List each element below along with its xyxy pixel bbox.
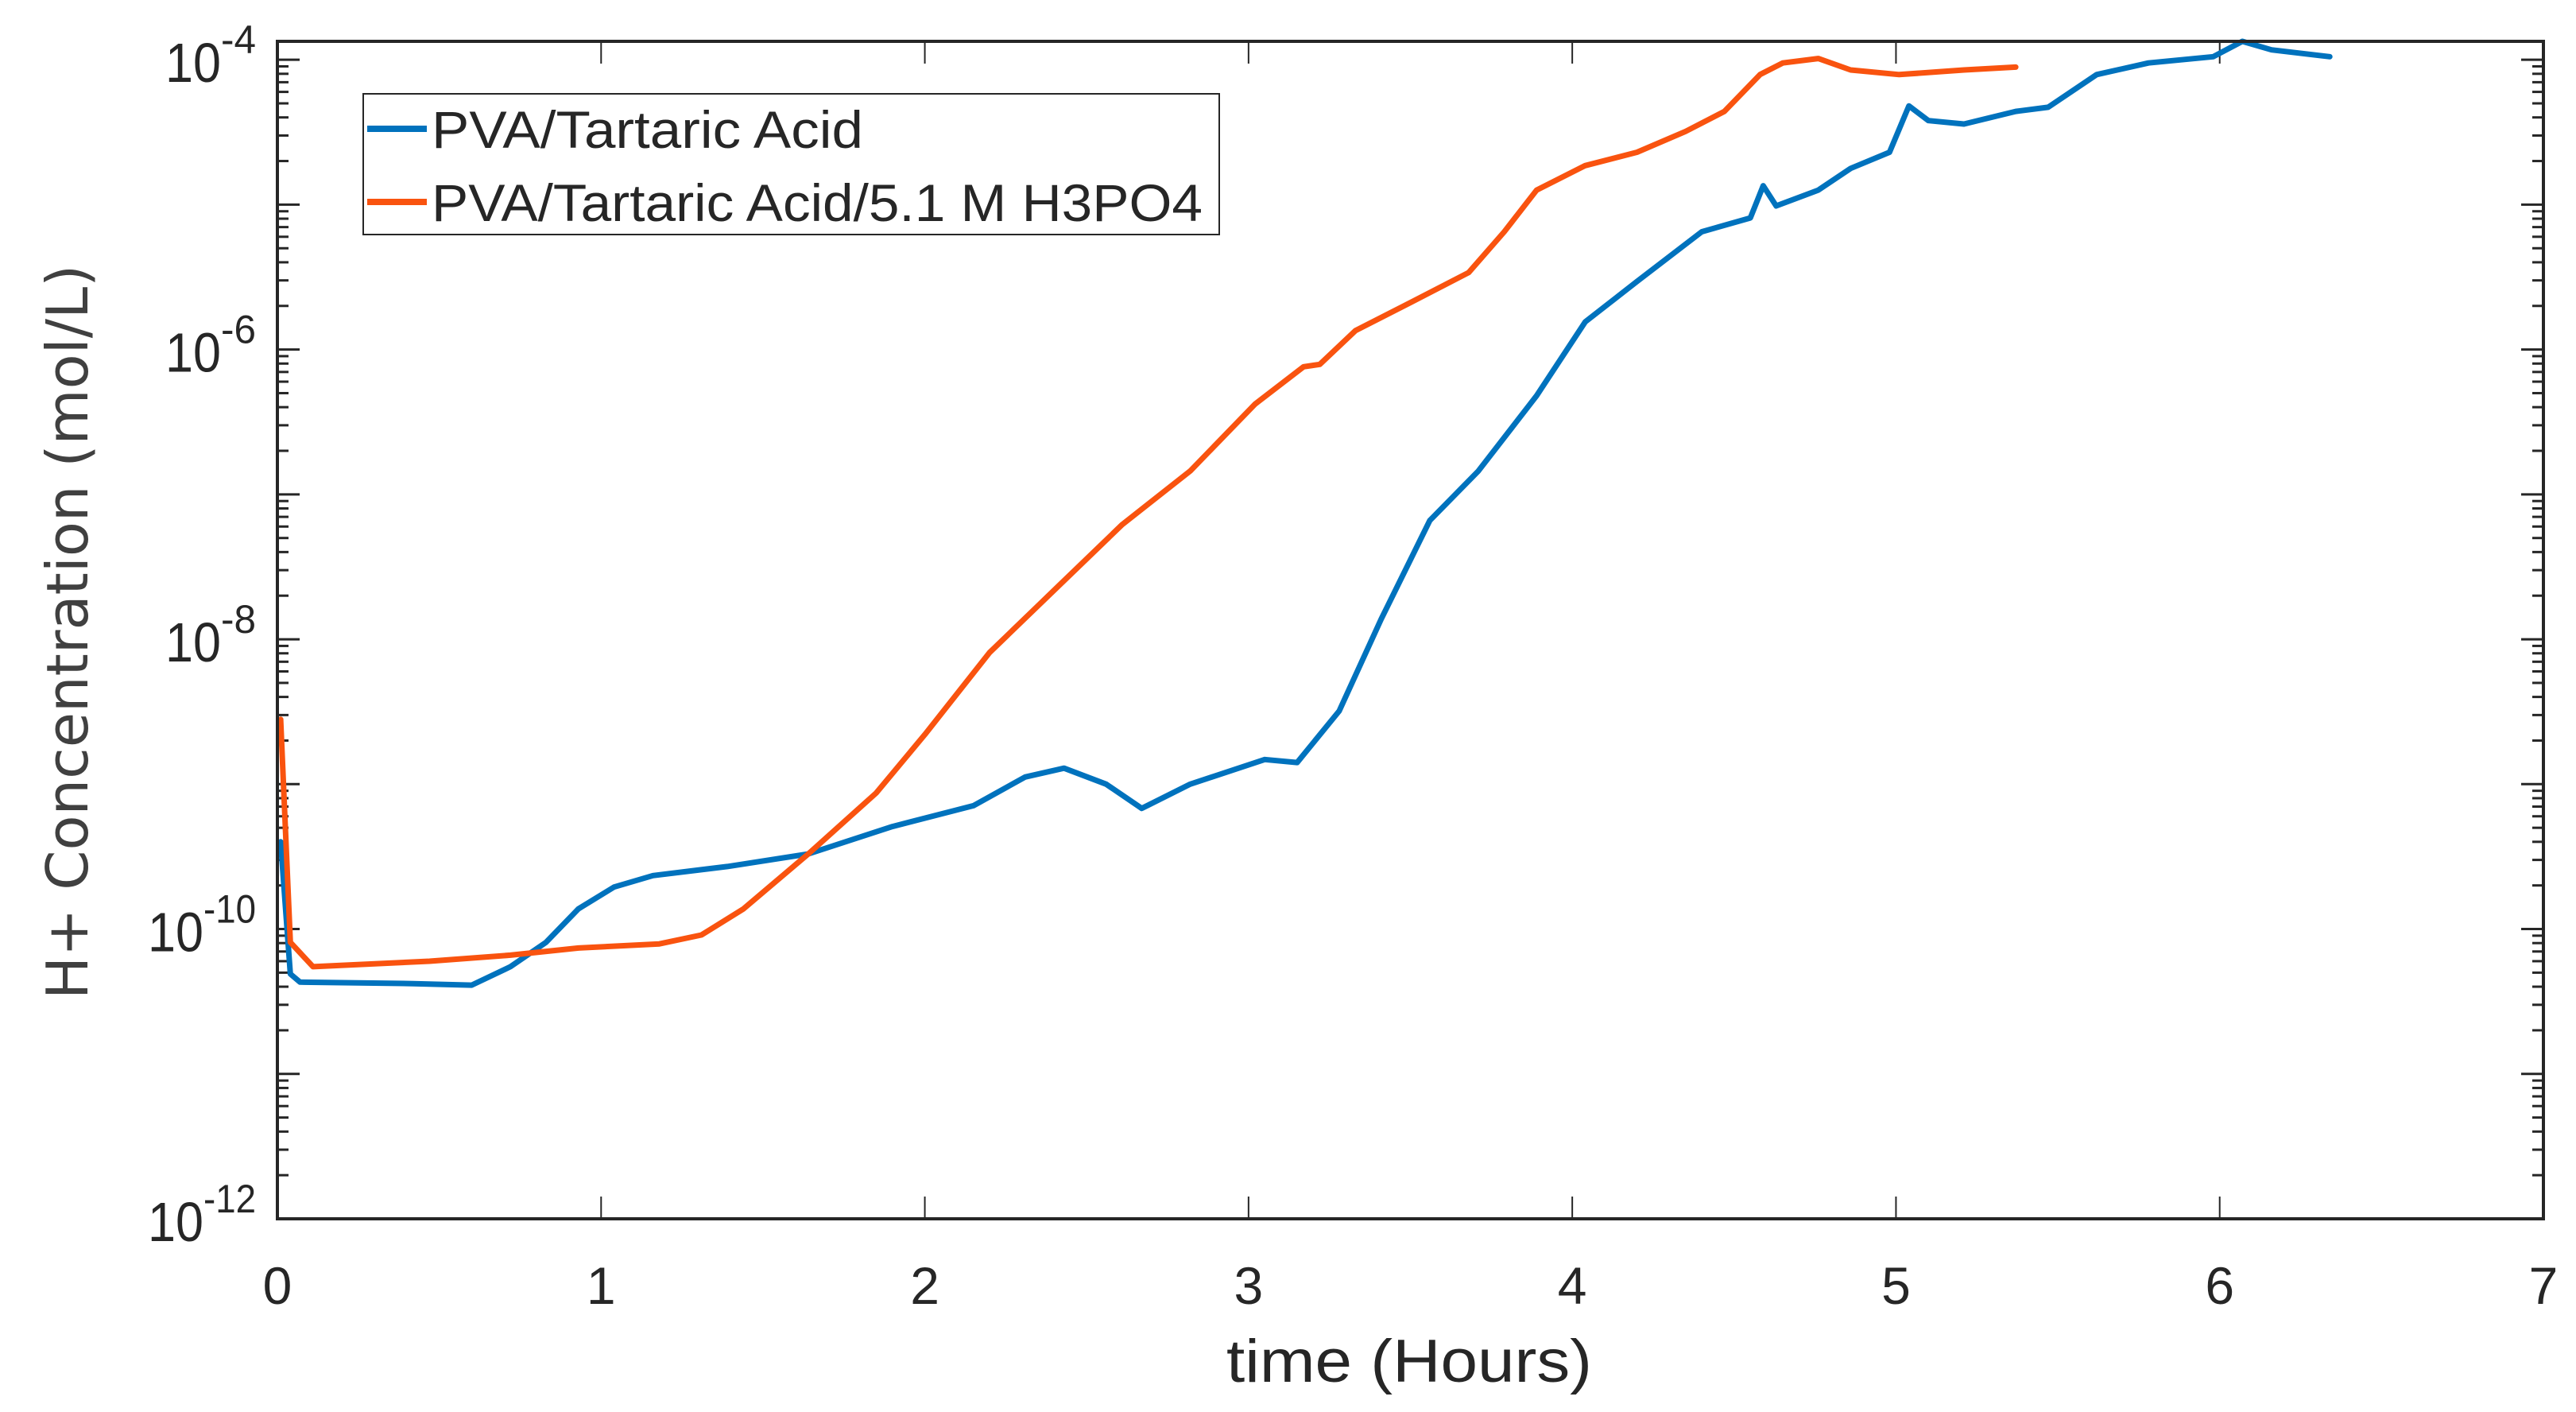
y-tick-label: 10 -6 — [165, 308, 256, 384]
x-tick-label: 1 — [587, 1256, 616, 1315]
x-tick-label: 7 — [2529, 1256, 2559, 1315]
x-tick-label: 6 — [2205, 1256, 2234, 1315]
y-tick-label-exponent: -12 — [203, 1177, 256, 1221]
legend-box — [362, 93, 1220, 235]
y-tick-label-exponent: -8 — [221, 597, 256, 642]
y-tick-label-exponent: -6 — [221, 308, 256, 352]
x-tick-label: 5 — [1881, 1256, 1911, 1315]
legend: PVA/Tartaric Acid PVA/Tartaric Acid/5.1 … — [362, 93, 1220, 235]
legend-label-0: PVA/Tartaric Acid — [432, 100, 863, 159]
series-line-1 — [277, 56, 2019, 970]
y-tick-label-exponent: -10 — [203, 887, 256, 932]
y-tick-label: 10 -4 — [165, 17, 256, 94]
x-tick-label: 4 — [1558, 1256, 1587, 1315]
minor-ticks — [277, 65, 2543, 1177]
y-tick-label: 10 -8 — [165, 597, 256, 673]
series-layer — [277, 38, 2333, 988]
x-tick-label: 2 — [910, 1256, 939, 1315]
y-tick-label-base: 10 — [165, 32, 221, 94]
legend-label-1: PVA/Tartaric Acid/5.1 M H3PO4 — [432, 173, 1203, 232]
plot-area-frame — [276, 40, 2545, 1220]
x-tick-label: 0 — [263, 1256, 292, 1315]
y-tick-label: 10 -10 — [148, 887, 256, 964]
y-tick-label: 10 -12 — [148, 1177, 256, 1253]
y-tick-label-base: 10 — [148, 1191, 203, 1253]
y-tick-label-base: 10 — [165, 322, 221, 384]
y-tick-label-base: 10 — [148, 902, 203, 964]
x-axis-label: time (Hours) — [1226, 1328, 1592, 1395]
x-tick-labels: 0 1 2 3 4 5 6 7 — [263, 1256, 2559, 1315]
y-tick-label-exponent: -4 — [221, 17, 256, 62]
series-line-0 — [277, 38, 2333, 988]
y-axis-label: H+ Concentration (mol/L) — [34, 265, 101, 999]
x-tick-label: 3 — [1234, 1256, 1263, 1315]
y-tick-label-base: 10 — [165, 611, 221, 673]
